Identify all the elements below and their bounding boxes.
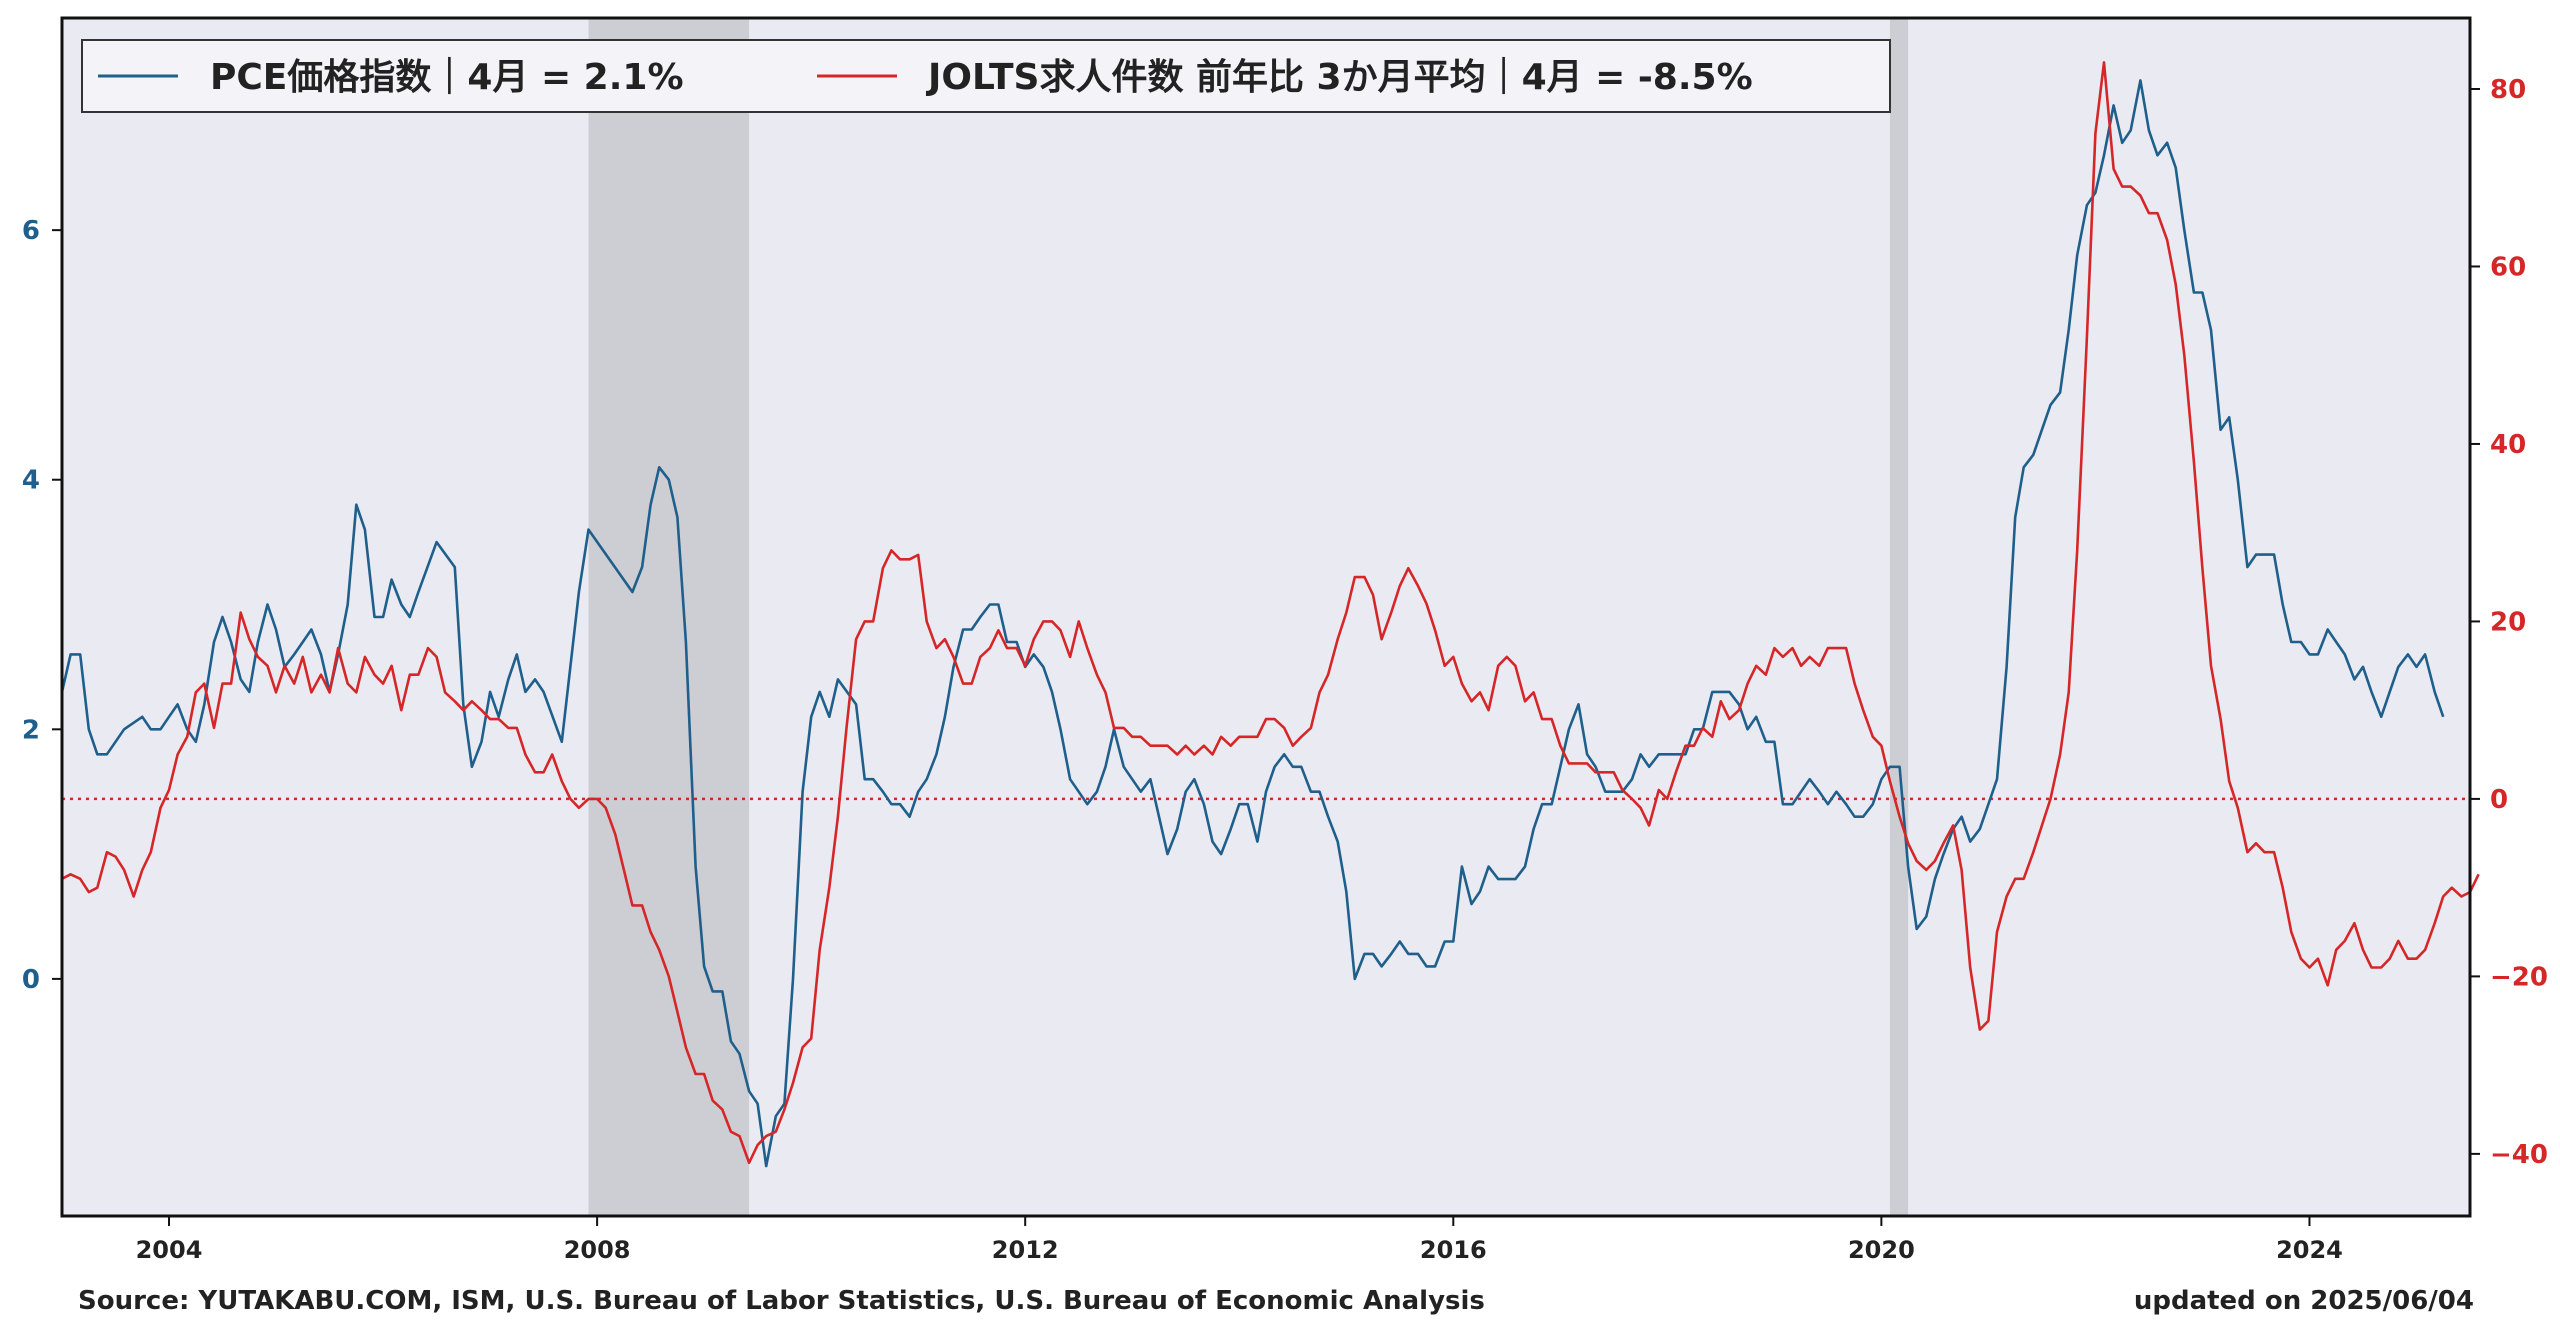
recession-band-0	[588, 18, 750, 1216]
right-tick-label: −40	[2490, 1140, 2548, 1170]
legend-label-jolts: JOLTS求人件数 前年比 3か月平均｜4月 = -8.5%	[925, 56, 1753, 98]
left-tick-label: 2	[22, 715, 40, 745]
x-tick-label: 2024	[2276, 1236, 2343, 1264]
right-axis: −40 −20 0 20 40 60 80	[2470, 75, 2548, 1170]
x-tick-label: 2012	[992, 1236, 1059, 1264]
x-axis: 2004 2008 2012 2016 2020 2024	[136, 1216, 2343, 1264]
updated-date: updated on 2025/06/04	[2133, 1286, 2474, 1316]
legend: PCE価格指数｜4月 = 2.1% JOLTS求人件数 前年比 3か月平均｜4月…	[81, 39, 1891, 113]
left-tick-label: 4	[22, 466, 40, 496]
recession-band-1	[1889, 18, 1909, 1216]
left-axis: 0 2 4 6	[22, 216, 62, 995]
right-tick-label: −20	[2490, 962, 2548, 992]
left-tick-label: 6	[22, 216, 40, 246]
left-tick-label: 0	[22, 965, 40, 995]
series-layer	[60, 61, 2480, 1168]
series-line-jolts	[61, 61, 2480, 1165]
right-tick-label: 40	[2490, 430, 2526, 460]
right-tick-label: 0	[2490, 785, 2508, 815]
right-tick-label: 20	[2490, 607, 2526, 637]
source-note: Source: YUTAKABU.COM, ISM, U.S. Bureau o…	[78, 1286, 1485, 1316]
series-line-pce	[60, 79, 2445, 1168]
right-tick-label: 60	[2490, 252, 2526, 282]
x-tick-label: 2004	[136, 1236, 203, 1264]
recession-shading	[588, 18, 1909, 1216]
x-tick-label: 2008	[564, 1236, 631, 1264]
right-tick-label: 80	[2490, 75, 2526, 105]
x-tick-label: 2020	[1848, 1236, 1915, 1264]
plot-frame	[60, 16, 2472, 1218]
legend-label-pce: PCE価格指数｜4月 = 2.1%	[210, 56, 684, 98]
plot-background	[62, 18, 2470, 1216]
legend-box	[81, 39, 1891, 113]
x-tick-label: 2016	[1420, 1236, 1487, 1264]
